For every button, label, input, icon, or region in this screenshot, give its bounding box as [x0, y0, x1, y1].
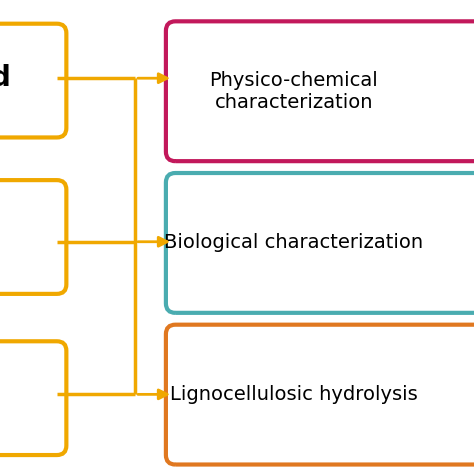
Text: Biological characterization: Biological characterization — [164, 233, 423, 252]
Text: d: d — [0, 64, 10, 92]
Text: Lignocellulosic hydrolysis: Lignocellulosic hydrolysis — [170, 385, 418, 404]
Text: Physico-chemical
characterization: Physico-chemical characterization — [210, 71, 378, 111]
